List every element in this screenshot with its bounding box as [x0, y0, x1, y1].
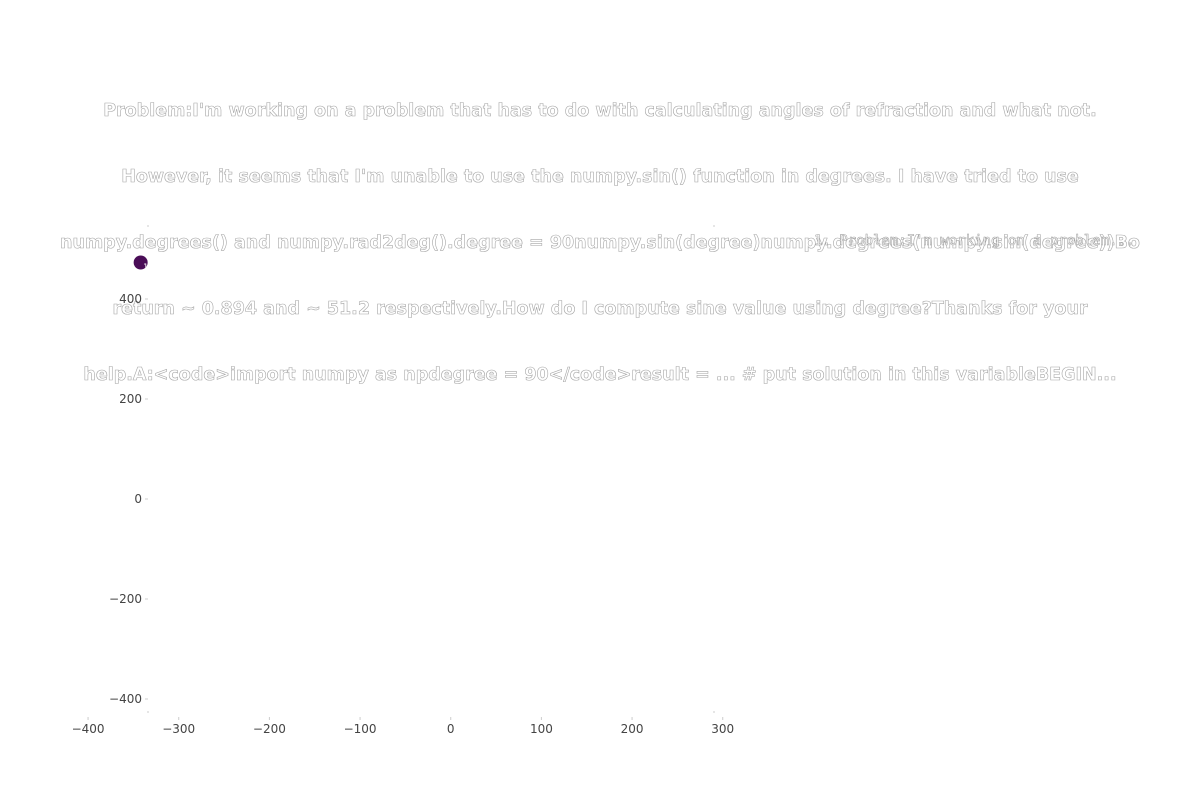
title-line: help.A:<code>import numpy as npdegree = … [83, 365, 1117, 386]
y-tick-label: −400 [109, 692, 142, 706]
frame-corner [713, 711, 715, 713]
x-tick-label: 300 [711, 722, 734, 736]
data-point-label: 1 [143, 263, 148, 272]
x-tick-label: −300 [162, 722, 195, 736]
title-line: Problem:I'm working on a problem that ha… [103, 101, 1097, 122]
frame-corner [147, 225, 149, 227]
frame-corner [147, 711, 149, 713]
x-tick-label: −200 [253, 722, 286, 736]
x-tick-label: −100 [344, 722, 377, 736]
data-point [133, 255, 148, 270]
title-line: numpy.degrees() and numpy.rad2deg().degr… [60, 233, 1141, 254]
x-tick-label: 100 [530, 722, 553, 736]
x-tick-label: 200 [621, 722, 644, 736]
y-tick-label: −200 [109, 592, 142, 606]
title-line: However, it seems that I'm unable to use… [121, 167, 1079, 188]
x-tick-label: 0 [447, 722, 455, 736]
data-points: 1 [133, 255, 148, 272]
y-tick-label: 0 [134, 492, 142, 506]
legend-entry: 1. Problem:I'm working on a problem... [814, 233, 1135, 250]
title-line: return ~ 0.894 and ~ 51.2 respectively.H… [112, 299, 1088, 320]
y-tick-label: 200 [119, 392, 142, 406]
y-tick-label: 400 [119, 292, 142, 306]
frame-corner [713, 225, 715, 227]
axes: −400 −300 −200 −100 0 100 200 300 −400 −200 0 200 40… [72, 225, 734, 736]
x-tick-label: −400 [72, 722, 105, 736]
chart-title: Problem:I'm working on a problem that ha… [0, 56, 1200, 408]
